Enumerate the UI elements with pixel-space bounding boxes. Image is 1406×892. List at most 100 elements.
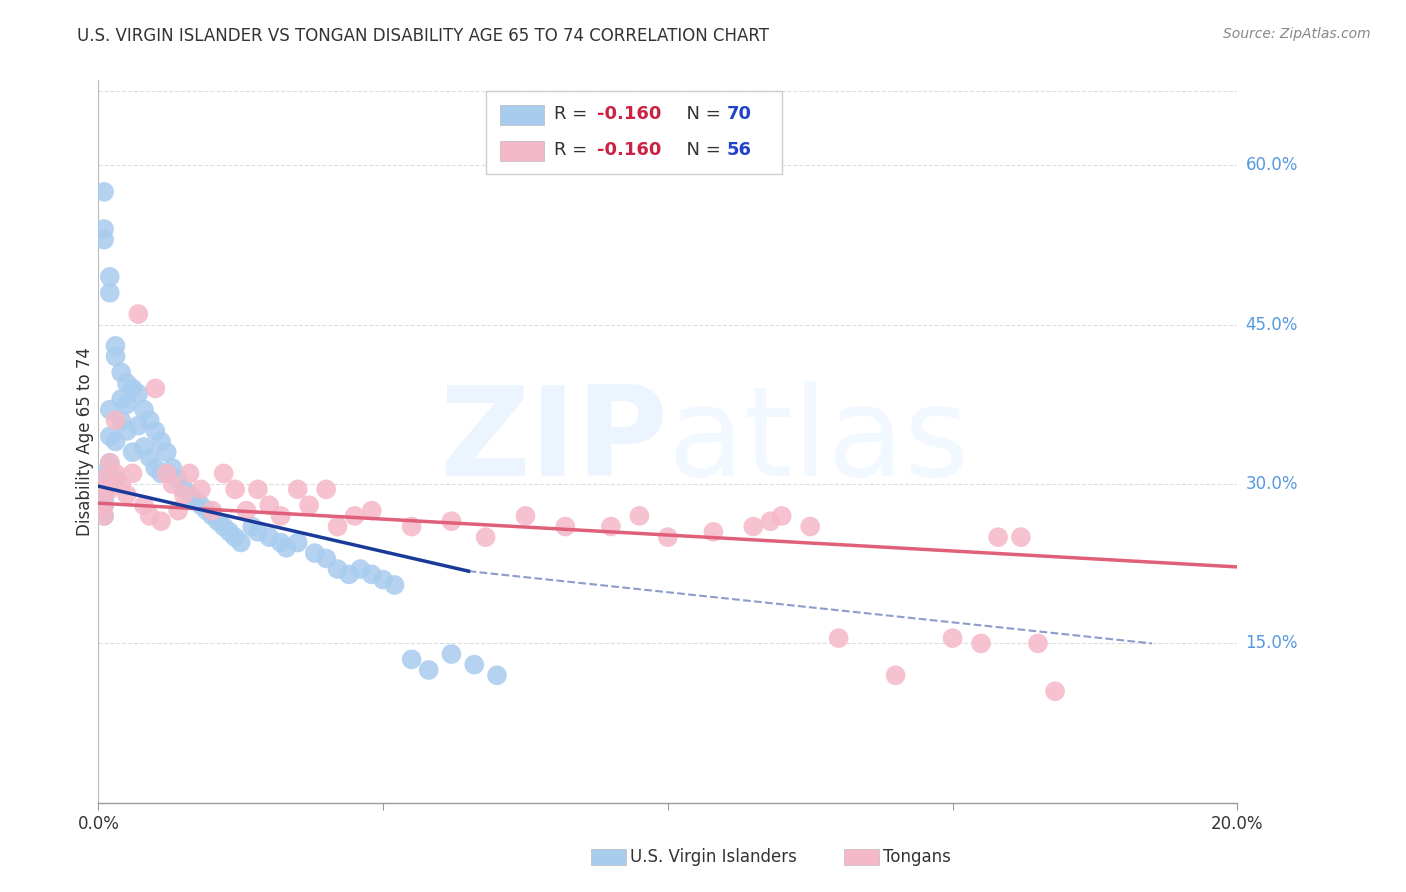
Point bbox=[104, 467, 127, 481]
Point bbox=[98, 269, 121, 284]
Point bbox=[201, 508, 224, 523]
Point bbox=[195, 503, 218, 517]
Point bbox=[349, 562, 371, 576]
Point bbox=[98, 456, 121, 470]
Point bbox=[600, 519, 623, 533]
Point bbox=[127, 418, 149, 433]
Point bbox=[98, 429, 121, 443]
Point bbox=[770, 508, 793, 523]
FancyBboxPatch shape bbox=[485, 91, 782, 174]
Text: 70: 70 bbox=[727, 105, 752, 123]
Point bbox=[145, 381, 167, 395]
Point bbox=[440, 514, 463, 528]
Point bbox=[179, 488, 201, 502]
Point bbox=[259, 530, 281, 544]
Point bbox=[276, 541, 298, 555]
Point bbox=[218, 524, 240, 539]
Text: 15.0%: 15.0% bbox=[1246, 634, 1298, 652]
Point bbox=[150, 467, 173, 481]
Point bbox=[98, 285, 121, 300]
Text: 30.0%: 30.0% bbox=[1246, 475, 1298, 493]
Point bbox=[167, 503, 190, 517]
Point bbox=[115, 376, 138, 390]
Point bbox=[93, 483, 115, 497]
Point bbox=[240, 519, 263, 533]
Point bbox=[360, 503, 382, 517]
Point bbox=[167, 472, 190, 486]
Point bbox=[93, 498, 115, 512]
Point bbox=[326, 519, 349, 533]
Point bbox=[104, 434, 127, 449]
Text: -0.160: -0.160 bbox=[598, 141, 662, 160]
Point bbox=[93, 467, 115, 481]
Text: U.S. VIRGIN ISLANDER VS TONGAN DISABILITY AGE 65 TO 74 CORRELATION CHART: U.S. VIRGIN ISLANDER VS TONGAN DISABILIT… bbox=[77, 27, 769, 45]
Point bbox=[190, 483, 212, 497]
Point bbox=[98, 402, 121, 417]
Point bbox=[132, 440, 155, 454]
Point bbox=[150, 514, 173, 528]
Point bbox=[401, 652, 423, 666]
Point bbox=[486, 668, 509, 682]
Point bbox=[162, 461, 184, 475]
Text: N =: N = bbox=[675, 141, 725, 160]
Point bbox=[138, 413, 160, 427]
Point bbox=[515, 508, 537, 523]
Point bbox=[173, 483, 195, 497]
Point bbox=[702, 524, 724, 539]
Text: -0.160: -0.160 bbox=[598, 105, 662, 123]
Point bbox=[742, 519, 765, 533]
Point bbox=[93, 472, 115, 486]
Point bbox=[224, 483, 246, 497]
Point bbox=[970, 636, 993, 650]
Point bbox=[104, 472, 127, 486]
Point bbox=[884, 668, 907, 682]
Point bbox=[121, 381, 143, 395]
Point bbox=[235, 503, 257, 517]
Point bbox=[110, 366, 132, 380]
Text: 56: 56 bbox=[727, 141, 752, 160]
Point bbox=[93, 508, 115, 523]
Text: Source: ZipAtlas.com: Source: ZipAtlas.com bbox=[1223, 27, 1371, 41]
Point bbox=[93, 498, 115, 512]
Point bbox=[229, 535, 252, 549]
Point bbox=[326, 562, 349, 576]
Text: 60.0%: 60.0% bbox=[1246, 156, 1298, 174]
Point bbox=[104, 413, 127, 427]
Point bbox=[828, 631, 851, 645]
Point bbox=[93, 485, 115, 500]
Point bbox=[156, 467, 179, 481]
Point bbox=[127, 386, 149, 401]
Point bbox=[463, 657, 485, 672]
Text: 45.0%: 45.0% bbox=[1246, 316, 1298, 334]
Point bbox=[246, 483, 269, 497]
Point bbox=[270, 535, 292, 549]
Point bbox=[418, 663, 440, 677]
Point bbox=[162, 477, 184, 491]
Point bbox=[138, 508, 160, 523]
Point bbox=[121, 445, 143, 459]
Point bbox=[98, 483, 121, 497]
Point bbox=[1043, 684, 1066, 698]
Point bbox=[628, 508, 651, 523]
Point bbox=[657, 530, 679, 544]
Point bbox=[145, 424, 167, 438]
Point bbox=[156, 445, 179, 459]
Point bbox=[1026, 636, 1049, 650]
Point bbox=[212, 467, 235, 481]
Point bbox=[373, 573, 395, 587]
Point bbox=[184, 493, 207, 508]
Point bbox=[93, 508, 115, 523]
Point bbox=[115, 397, 138, 411]
Point bbox=[315, 483, 337, 497]
Point bbox=[93, 185, 115, 199]
Point bbox=[93, 483, 115, 497]
Point bbox=[474, 530, 496, 544]
Point bbox=[93, 233, 115, 247]
Bar bbox=[501, 105, 544, 125]
Point bbox=[799, 519, 821, 533]
Point bbox=[246, 524, 269, 539]
Point bbox=[173, 488, 195, 502]
Point bbox=[93, 493, 115, 508]
Point bbox=[190, 498, 212, 512]
Point bbox=[440, 647, 463, 661]
